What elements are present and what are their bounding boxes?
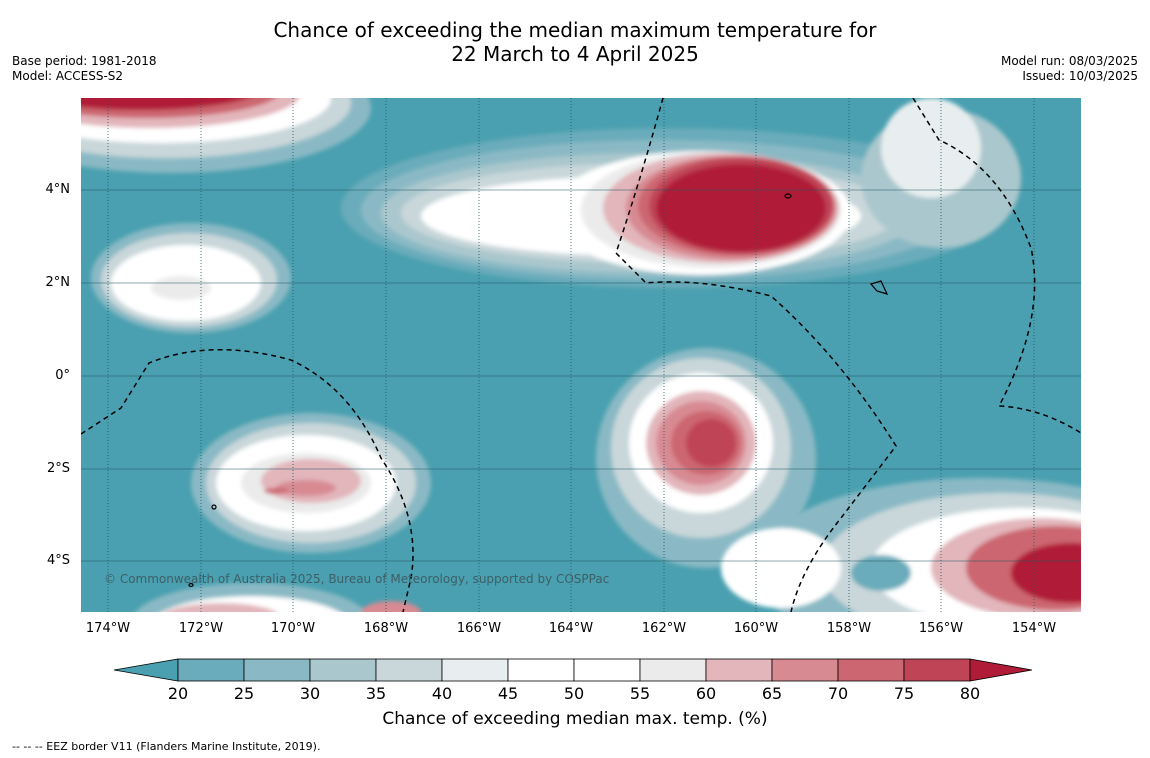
lon-label: 174°W (85, 621, 131, 636)
lon-label: 172°W (178, 621, 224, 636)
eez-borders (81, 98, 1081, 612)
lon-label: 158°W (826, 621, 872, 636)
colorbar (113, 658, 1033, 682)
islands (188, 193, 889, 588)
blob-top-left (81, 98, 371, 173)
lat-label-4s: 4°S (46, 553, 70, 568)
colorbar-segment (441, 658, 509, 682)
copyright-notice: © Commonwealth of Australia 2025, Bureau… (104, 572, 610, 586)
footnote-eez: -- -- -- EEZ border V11 (Flanders Marine… (12, 740, 321, 753)
issued-date: Issued: 10/03/2025 (1022, 69, 1138, 83)
blob-south-east (721, 478, 1081, 612)
colorbar-segment (243, 658, 311, 682)
blob-west-2s (191, 413, 431, 553)
blob-north-central (341, 128, 1001, 288)
lon-label: 156°W (918, 621, 964, 636)
lon-label: 166°W (456, 621, 502, 636)
lat-label-2n: 2°N (45, 275, 71, 290)
colorbar-segment (705, 658, 773, 682)
lon-label: 160°W (733, 621, 779, 636)
colorbar-tick: 20 (167, 684, 189, 703)
colorbar-tick: 40 (431, 684, 453, 703)
colorbar-over-arrow (969, 658, 1033, 682)
probability-map (81, 98, 1081, 612)
map-area: © Commonwealth of Australia 2025, Bureau… (81, 98, 1081, 612)
meta-right: Model run: 08/03/2025 Issued: 10/03/2025 (1001, 54, 1138, 84)
colorbar-tick: 50 (563, 684, 585, 703)
colorbar-segment (573, 658, 641, 682)
lat-label-0: 0° (55, 368, 70, 383)
colorbar-under-arrow (113, 658, 179, 682)
colorbar-segment (639, 658, 707, 682)
colorbar-tick: 80 (959, 684, 981, 703)
lat-label-4n: 4°N (45, 182, 71, 197)
colorbar-tick: 45 (497, 684, 519, 703)
lon-label: 154°W (1011, 621, 1057, 636)
colorbar-tick: 30 (299, 684, 321, 703)
lon-label: 168°W (363, 621, 409, 636)
lon-label: 170°W (270, 621, 316, 636)
colorbar-segment (177, 658, 245, 682)
gridlines (81, 98, 1081, 612)
colorbar-segment (837, 658, 905, 682)
lat-label-2s: 2°S (46, 461, 70, 476)
colorbar-tick: 75 (893, 684, 915, 703)
blob-south-west (135, 583, 421, 612)
map-title-line2: 22 March to 4 April 2025 (451, 42, 699, 66)
map-title-line1: Chance of exceeding the median maximum t… (273, 18, 877, 42)
colorbar-tick: 55 (629, 684, 651, 703)
colorbar-segment (375, 658, 443, 682)
colorbar-segment (771, 658, 839, 682)
colorbar-tick: 60 (695, 684, 717, 703)
colorbar-label: Chance of exceeding median max. temp. (%… (382, 709, 768, 729)
colorbar-tick: 25 (233, 684, 255, 703)
blob-west-2n (91, 223, 291, 333)
colorbar-tick: 70 (827, 684, 849, 703)
colorbar-segments (113, 658, 1033, 682)
colorbar-tick: 65 (761, 684, 783, 703)
colorbar-tick: 35 (365, 684, 387, 703)
lon-label: 162°W (641, 621, 687, 636)
blob-north-east (861, 98, 1021, 248)
colorbar-segment (903, 658, 971, 682)
base-period: Base period: 1981-2018 (12, 54, 157, 68)
meta-left: Base period: 1981-2018 Model: ACCESS-S2 (12, 54, 157, 84)
lon-label: 164°W (548, 621, 594, 636)
model-name: Model: ACCESS-S2 (12, 69, 124, 83)
model-run: Model run: 08/03/2025 (1000, 54, 1138, 68)
colorbar-segment (309, 658, 377, 682)
colorbar-segment (507, 658, 575, 682)
blob-central-2s (596, 348, 816, 568)
